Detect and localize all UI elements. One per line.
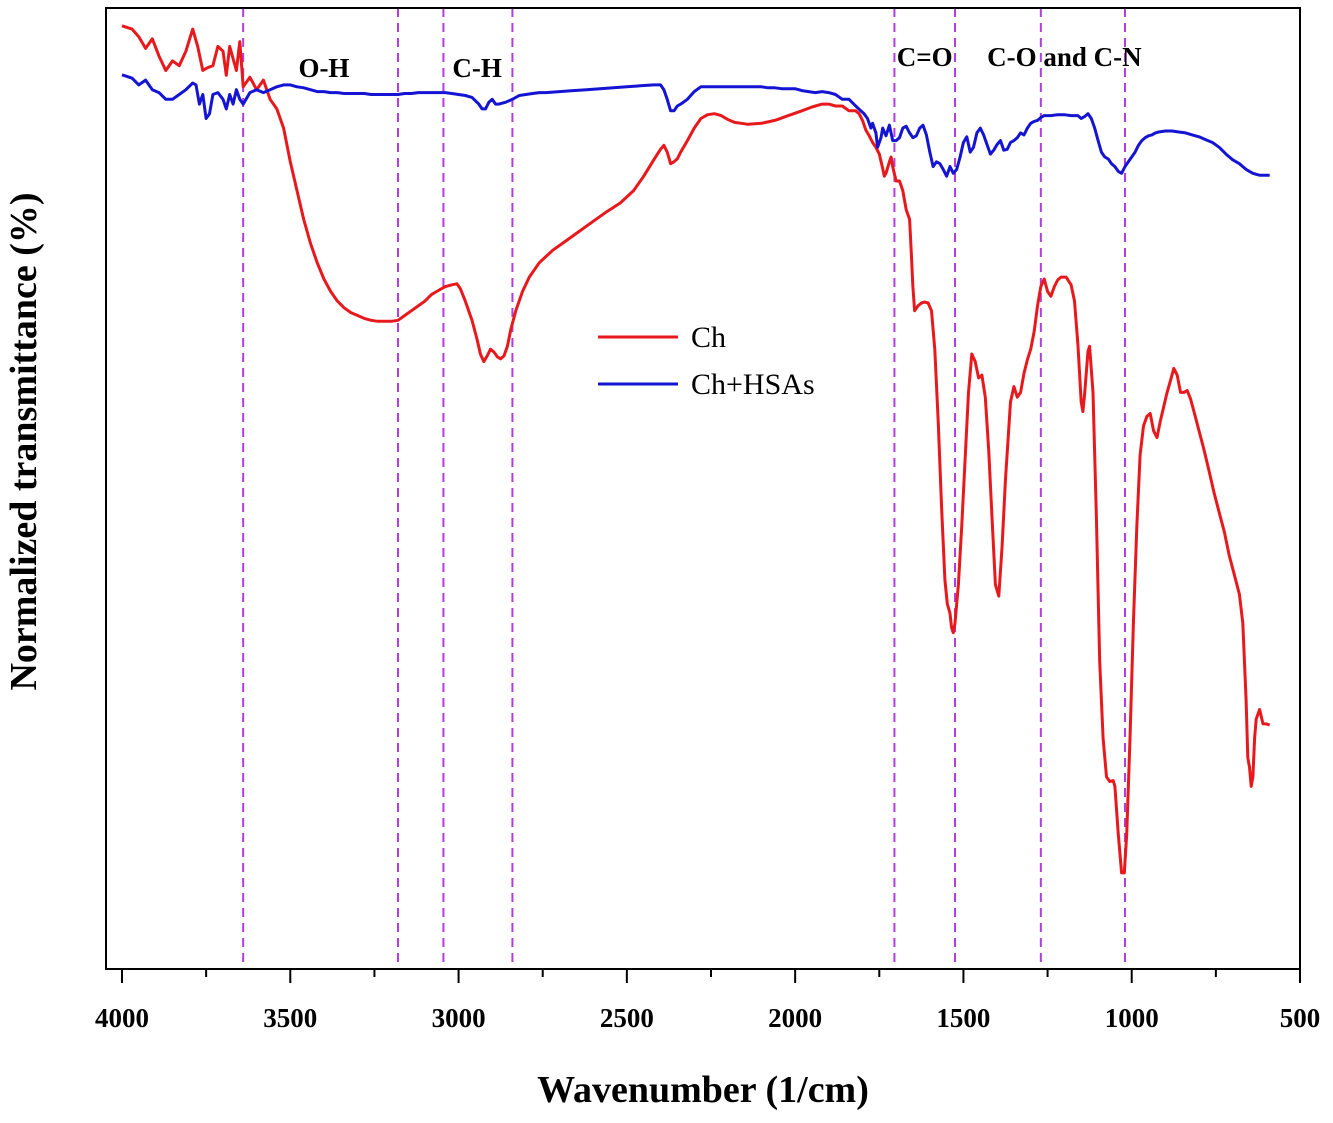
legend-label-ch-hsas: Ch+HSAs (691, 368, 815, 401)
x-tick-label: 2500 (600, 1003, 654, 1033)
series-layer (121, 24, 1271, 875)
x-tick-label: 1500 (936, 1003, 990, 1033)
x-tick-label: 3500 (263, 1003, 317, 1033)
series-line-ch-hsas (121, 73, 1270, 178)
x-axis-title: Wavenumber (1/cm) (537, 1069, 869, 1111)
band-label: C-O and C-N (987, 42, 1142, 72)
y-axis-title: Normalized transmittance (%) (3, 192, 45, 690)
band-label: C=O (897, 42, 953, 72)
band-lines (242, 8, 1126, 969)
series-line-ch (121, 24, 1271, 875)
x-tick-label: 4000 (95, 1003, 149, 1033)
x-tick-label: 1000 (1105, 1003, 1159, 1033)
band-label: C-H (452, 53, 502, 83)
band-labels: O-H C-H C=O C-O and C-N (298, 42, 1142, 83)
band-label: O-H (298, 53, 349, 83)
plot-frame (105, 7, 1301, 970)
x-tick-label: 3000 (432, 1003, 486, 1033)
legend-label-ch: Ch (691, 321, 726, 354)
axes: 4000 3500 3000 2500 2000 1500 1000 500 (95, 7, 1321, 1033)
x-tick-label: 500 (1280, 1003, 1321, 1033)
legend: Ch Ch+HSAs (598, 321, 815, 401)
x-tick-label: 2000 (768, 1003, 822, 1033)
